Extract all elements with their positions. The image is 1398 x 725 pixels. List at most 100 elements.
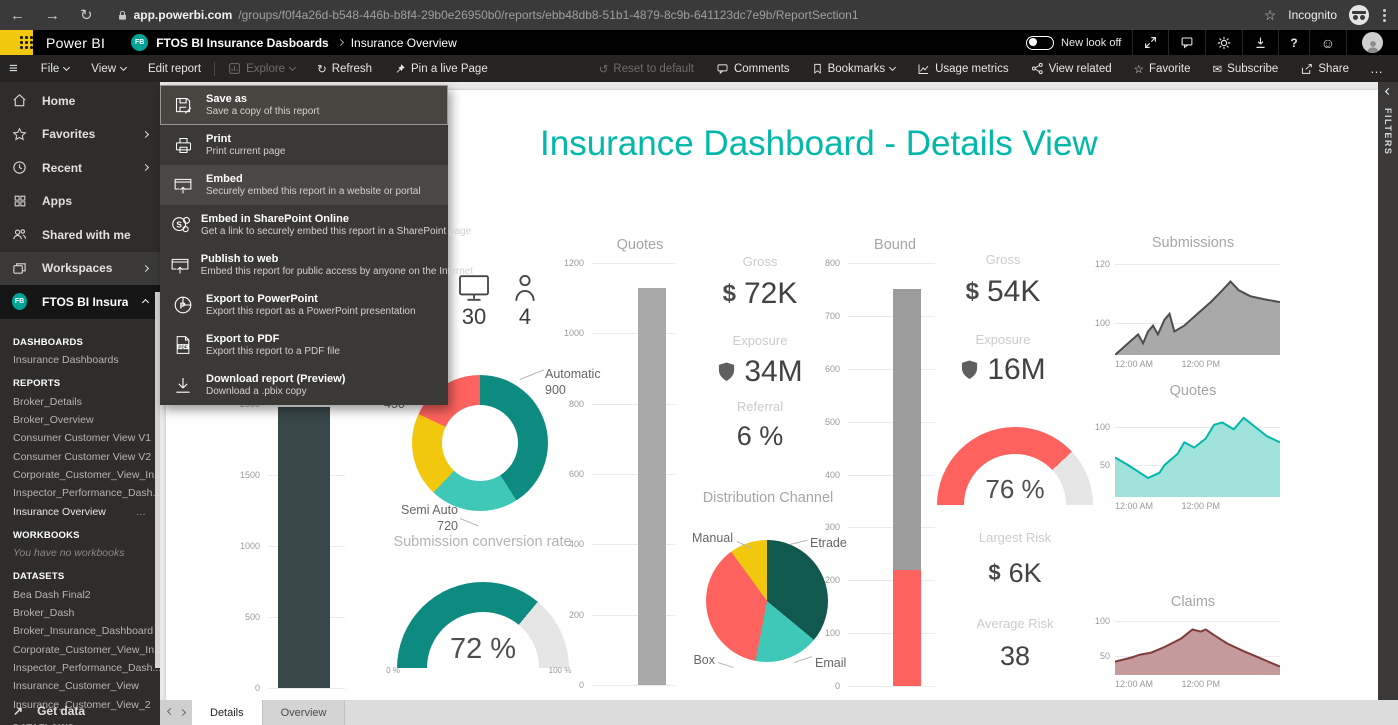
sidebar-report-item[interactable]: Consumer Customer View V1 [13, 432, 152, 445]
exposure-value[interactable]: 34M [680, 353, 840, 391]
more-options-icon[interactable]: … [135, 505, 147, 518]
toggle-off-icon[interactable] [1026, 35, 1055, 50]
help-icon[interactable]: ? [1278, 30, 1308, 55]
conversion-gauge-2[interactable] [937, 427, 1093, 505]
menu-item-embed-sharepoint[interactable]: S Embed in SharePoint Online Get a link t… [160, 205, 471, 245]
sidebar-item-shared-with-me[interactable]: Shared with me [0, 218, 160, 252]
settings-gear-icon[interactable] [1205, 30, 1242, 55]
sidebar-dataset-item[interactable]: Inspector_Performance_Dash... [13, 662, 160, 675]
download-app-icon[interactable] [1242, 30, 1278, 55]
sidebar-report-item[interactable]: Inspector_Performance_Dash... [13, 487, 160, 500]
sidebar-report-item[interactable]: Broker_Details [13, 395, 82, 408]
menu-item-publish-web[interactable]: Publish to web Embed this report for publ… [160, 245, 473, 285]
file-menu-button[interactable]: File [30, 55, 81, 82]
sidebar-item-workspaces[interactable]: Workspaces [0, 251, 160, 285]
sidebar-dataset-item[interactable]: Insurance_Customer_View_2 [13, 698, 151, 711]
sidebar-dashboard-item[interactable]: Insurance Dashboards [13, 354, 119, 367]
explore-button[interactable]: Explore [217, 55, 306, 82]
sidebar-report-item[interactable]: Corporate_Customer_View_In... [13, 469, 160, 482]
toolbar-overflow-icon[interactable]: … [1370, 61, 1384, 76]
quotes-bar-chart[interactable]: 1200 1000 800 600 400 200 0 [535, 258, 675, 690]
workspace-badge[interactable]: FB [131, 34, 149, 51]
area-plot[interactable] [1115, 405, 1280, 497]
gross-value[interactable]: $72K [722, 277, 798, 310]
fullscreen-button[interactable] [1132, 30, 1168, 55]
comments-button[interactable]: Comments [705, 55, 801, 82]
sidebar-report-item[interactable]: Broker_Overview [13, 413, 94, 426]
bar-segment[interactable] [893, 569, 921, 686]
feedback-smiley-icon[interactable]: ☺ [1308, 30, 1346, 55]
bookmarks-button[interactable]: Bookmarks [801, 55, 907, 82]
subscribe-button[interactable]: ✉ Subscribe [1212, 62, 1279, 76]
get-data-button[interactable]: ↗ Get data [13, 704, 86, 718]
prev-page-icon[interactable] [166, 707, 174, 715]
reset-to-default-button[interactable]: ↺ Reset to default [598, 62, 694, 76]
sidebar-scrollbar[interactable] [155, 292, 160, 668]
sidebar-item-apps[interactable]: Apps [0, 185, 160, 219]
sidebar-item-home[interactable]: Home [0, 84, 160, 118]
sidebar-dataset-item[interactable]: Corporate_Customer_View_In... [13, 643, 160, 656]
submissions-area-chart[interactable]: 120 100 12:00 AM 12:00 PM [1095, 255, 1280, 369]
feedback-chat-icon[interactable] [1168, 30, 1205, 55]
forward-icon[interactable]: → [45, 6, 60, 24]
view-menu-button[interactable]: View [80, 55, 137, 82]
usage-metrics-button[interactable]: Usage metrics [906, 55, 1020, 82]
tab-details[interactable]: Details [192, 700, 262, 725]
address-bar[interactable]: app.powerbi.com/groups/f0f4a26d-b548-446… [117, 8, 1264, 22]
quotes-area-chart[interactable]: 100 50 12:00 AM 12:00 PM [1095, 405, 1280, 511]
sidebar-report-item[interactable]: Consumer Customer View V2 [13, 450, 152, 463]
bar-segment[interactable] [638, 287, 666, 685]
back-icon[interactable]: ← [10, 6, 25, 24]
sidebar-dataset-item[interactable]: Bea Dash Final2 [13, 588, 91, 601]
menu-item-print[interactable]: Print Print current page [160, 125, 448, 165]
sidebar-dataset-item[interactable]: Broker_Dash [13, 606, 75, 619]
edit-report-button[interactable]: Edit report [148, 62, 202, 75]
average-risk-value[interactable]: 38 [999, 640, 1031, 671]
claims-area-chart[interactable]: 100 50 12:00 AM 12:00 PM [1095, 612, 1280, 689]
users-count[interactable]: 4 [518, 304, 532, 329]
favorite-button[interactable]: ☆ Favorite [1133, 62, 1191, 76]
distribution-channel-pie-chart[interactable] [706, 540, 828, 662]
submission-conversion-gauge[interactable] [397, 582, 569, 668]
expand-filters-icon[interactable] [1384, 87, 1392, 96]
breadcrumb-report[interactable]: Insurance Overview [350, 35, 457, 50]
sidebar-item-favorites[interactable]: Favorites [0, 118, 160, 152]
filters-pane-collapsed[interactable]: FILTERS [1378, 82, 1398, 700]
largest-risk-value[interactable]: $6K [988, 557, 1042, 588]
bound-bar-chart[interactable]: 800 700 600 500 400 300 200 100 0 [780, 258, 935, 691]
reload-icon[interactable]: ↻ [80, 7, 93, 24]
sidebar-item-current-workspace[interactable]: FB FTOS BI Insuranc... [0, 285, 160, 319]
referral-value[interactable]: 6 % [736, 420, 784, 451]
menu-item-export-pdf[interactable]: PDF Export to PDF Export this report to a… [160, 325, 448, 365]
new-look-toggle[interactable]: New look off [1015, 30, 1132, 55]
hamburger-menu-icon[interactable]: ≡ [9, 60, 18, 77]
bar-segment[interactable] [893, 289, 921, 570]
menu-item-embed[interactable]: Embed Securely embed this report in a web… [160, 165, 448, 205]
sidebar-item-recent[interactable]: Recent [0, 151, 160, 185]
refresh-button[interactable]: ↻ Refresh [317, 62, 372, 76]
gross-value-right[interactable]: $54K [965, 275, 1041, 308]
bookmark-star-icon[interactable]: ☆ [1263, 6, 1277, 23]
volume-bar-chart[interactable]: 2000150010005000 [215, 399, 345, 693]
screens-count[interactable]: 30 [461, 304, 487, 329]
browser-menu-icon[interactable] [1381, 7, 1388, 24]
area-plot[interactable] [1115, 255, 1280, 355]
tab-overview[interactable]: Overview [261, 700, 346, 725]
menu-item-save-as[interactable]: Save as Save a copy of this report [160, 85, 448, 125]
area-plot[interactable] [1115, 612, 1280, 675]
share-button[interactable]: Share [1289, 55, 1360, 82]
next-page-icon[interactable] [178, 708, 186, 717]
sidebar-report-item-active[interactable]: Insurance Overview… [13, 505, 147, 518]
avatar[interactable] [1346, 30, 1398, 55]
exposure-value-right[interactable]: 16M [923, 351, 1083, 389]
menu-item-export-powerpoint[interactable]: P Export to PowerPoint Export this report… [160, 285, 448, 325]
menu-item-download-report[interactable]: Download report (Preview) Download a .pbi… [160, 365, 448, 405]
waffle-menu-icon[interactable] [0, 30, 33, 55]
bar-segment[interactable] [278, 406, 330, 688]
page-nav-arrows[interactable] [160, 700, 192, 725]
breadcrumb-workspace[interactable]: FTOS BI Insurance Dasboards [156, 35, 329, 50]
view-related-button[interactable]: View related [1020, 55, 1123, 82]
sidebar-dataset-item[interactable]: Insurance_Customer_View [13, 680, 139, 693]
pin-live-page-button[interactable]: Pin a live Page [383, 55, 499, 82]
sidebar-dataset-item[interactable]: Broker_Insurance_Dashboard [13, 625, 154, 638]
